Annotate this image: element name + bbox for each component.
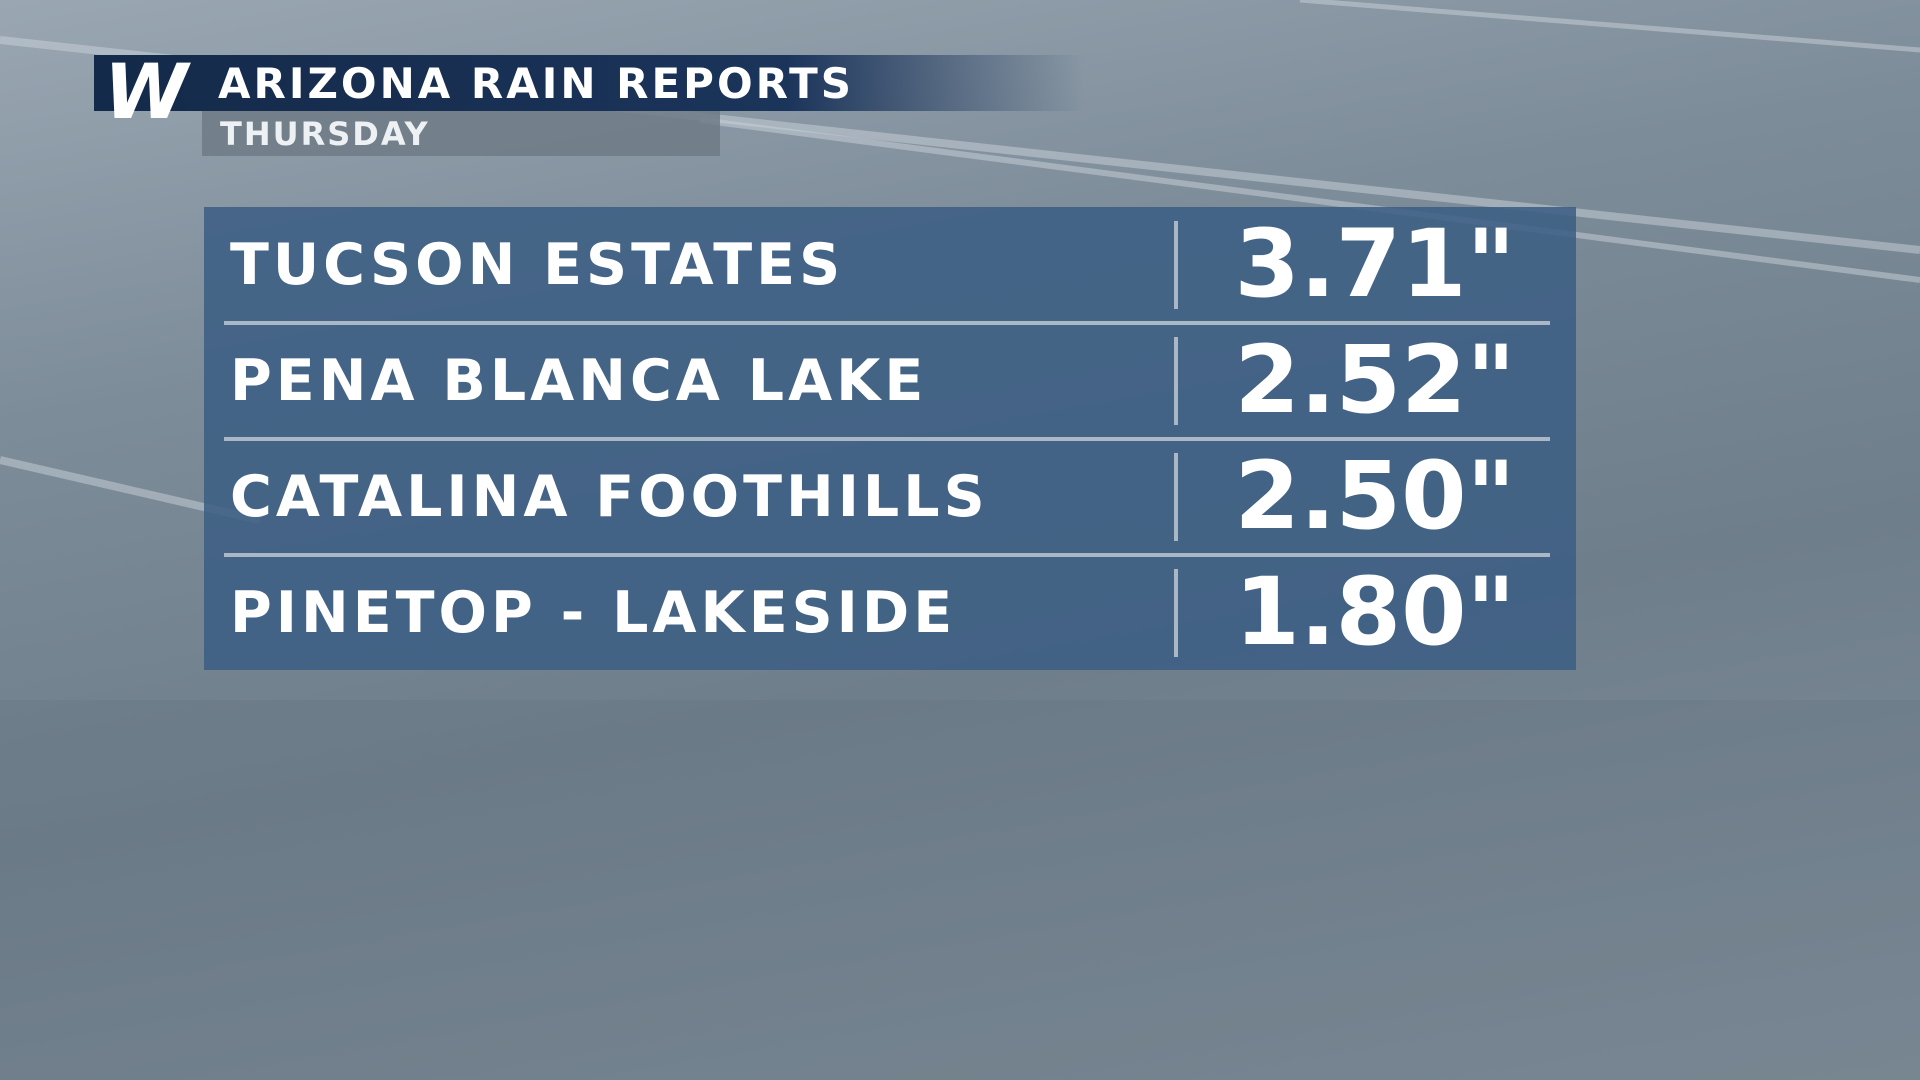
title: ARIZONA RAIN REPORTS — [218, 59, 855, 108]
subtitle: THURSDAY — [220, 115, 430, 153]
column-divider — [1174, 221, 1178, 309]
subtitle-bar — [202, 111, 720, 156]
rainfall: 2.50" — [1234, 442, 1516, 551]
location: PENA BLANCA LAKE — [230, 348, 928, 414]
column-divider — [1174, 337, 1178, 425]
location: TUCSON ESTATES — [230, 232, 845, 298]
rainfall: 1.80" — [1234, 558, 1516, 667]
location: PINETOP - LAKESIDE — [230, 580, 957, 646]
column-divider — [1174, 453, 1178, 541]
logo: W — [104, 47, 188, 136]
row-divider — [224, 437, 1550, 441]
rainfall: 2.52" — [1234, 326, 1516, 435]
row-divider — [224, 321, 1550, 325]
header-bar — [94, 55, 1084, 111]
rainfall: 3.71" — [1234, 210, 1516, 319]
location: CATALINA FOOTHILLS — [230, 464, 989, 530]
row-divider — [224, 553, 1550, 557]
column-divider — [1174, 569, 1178, 657]
